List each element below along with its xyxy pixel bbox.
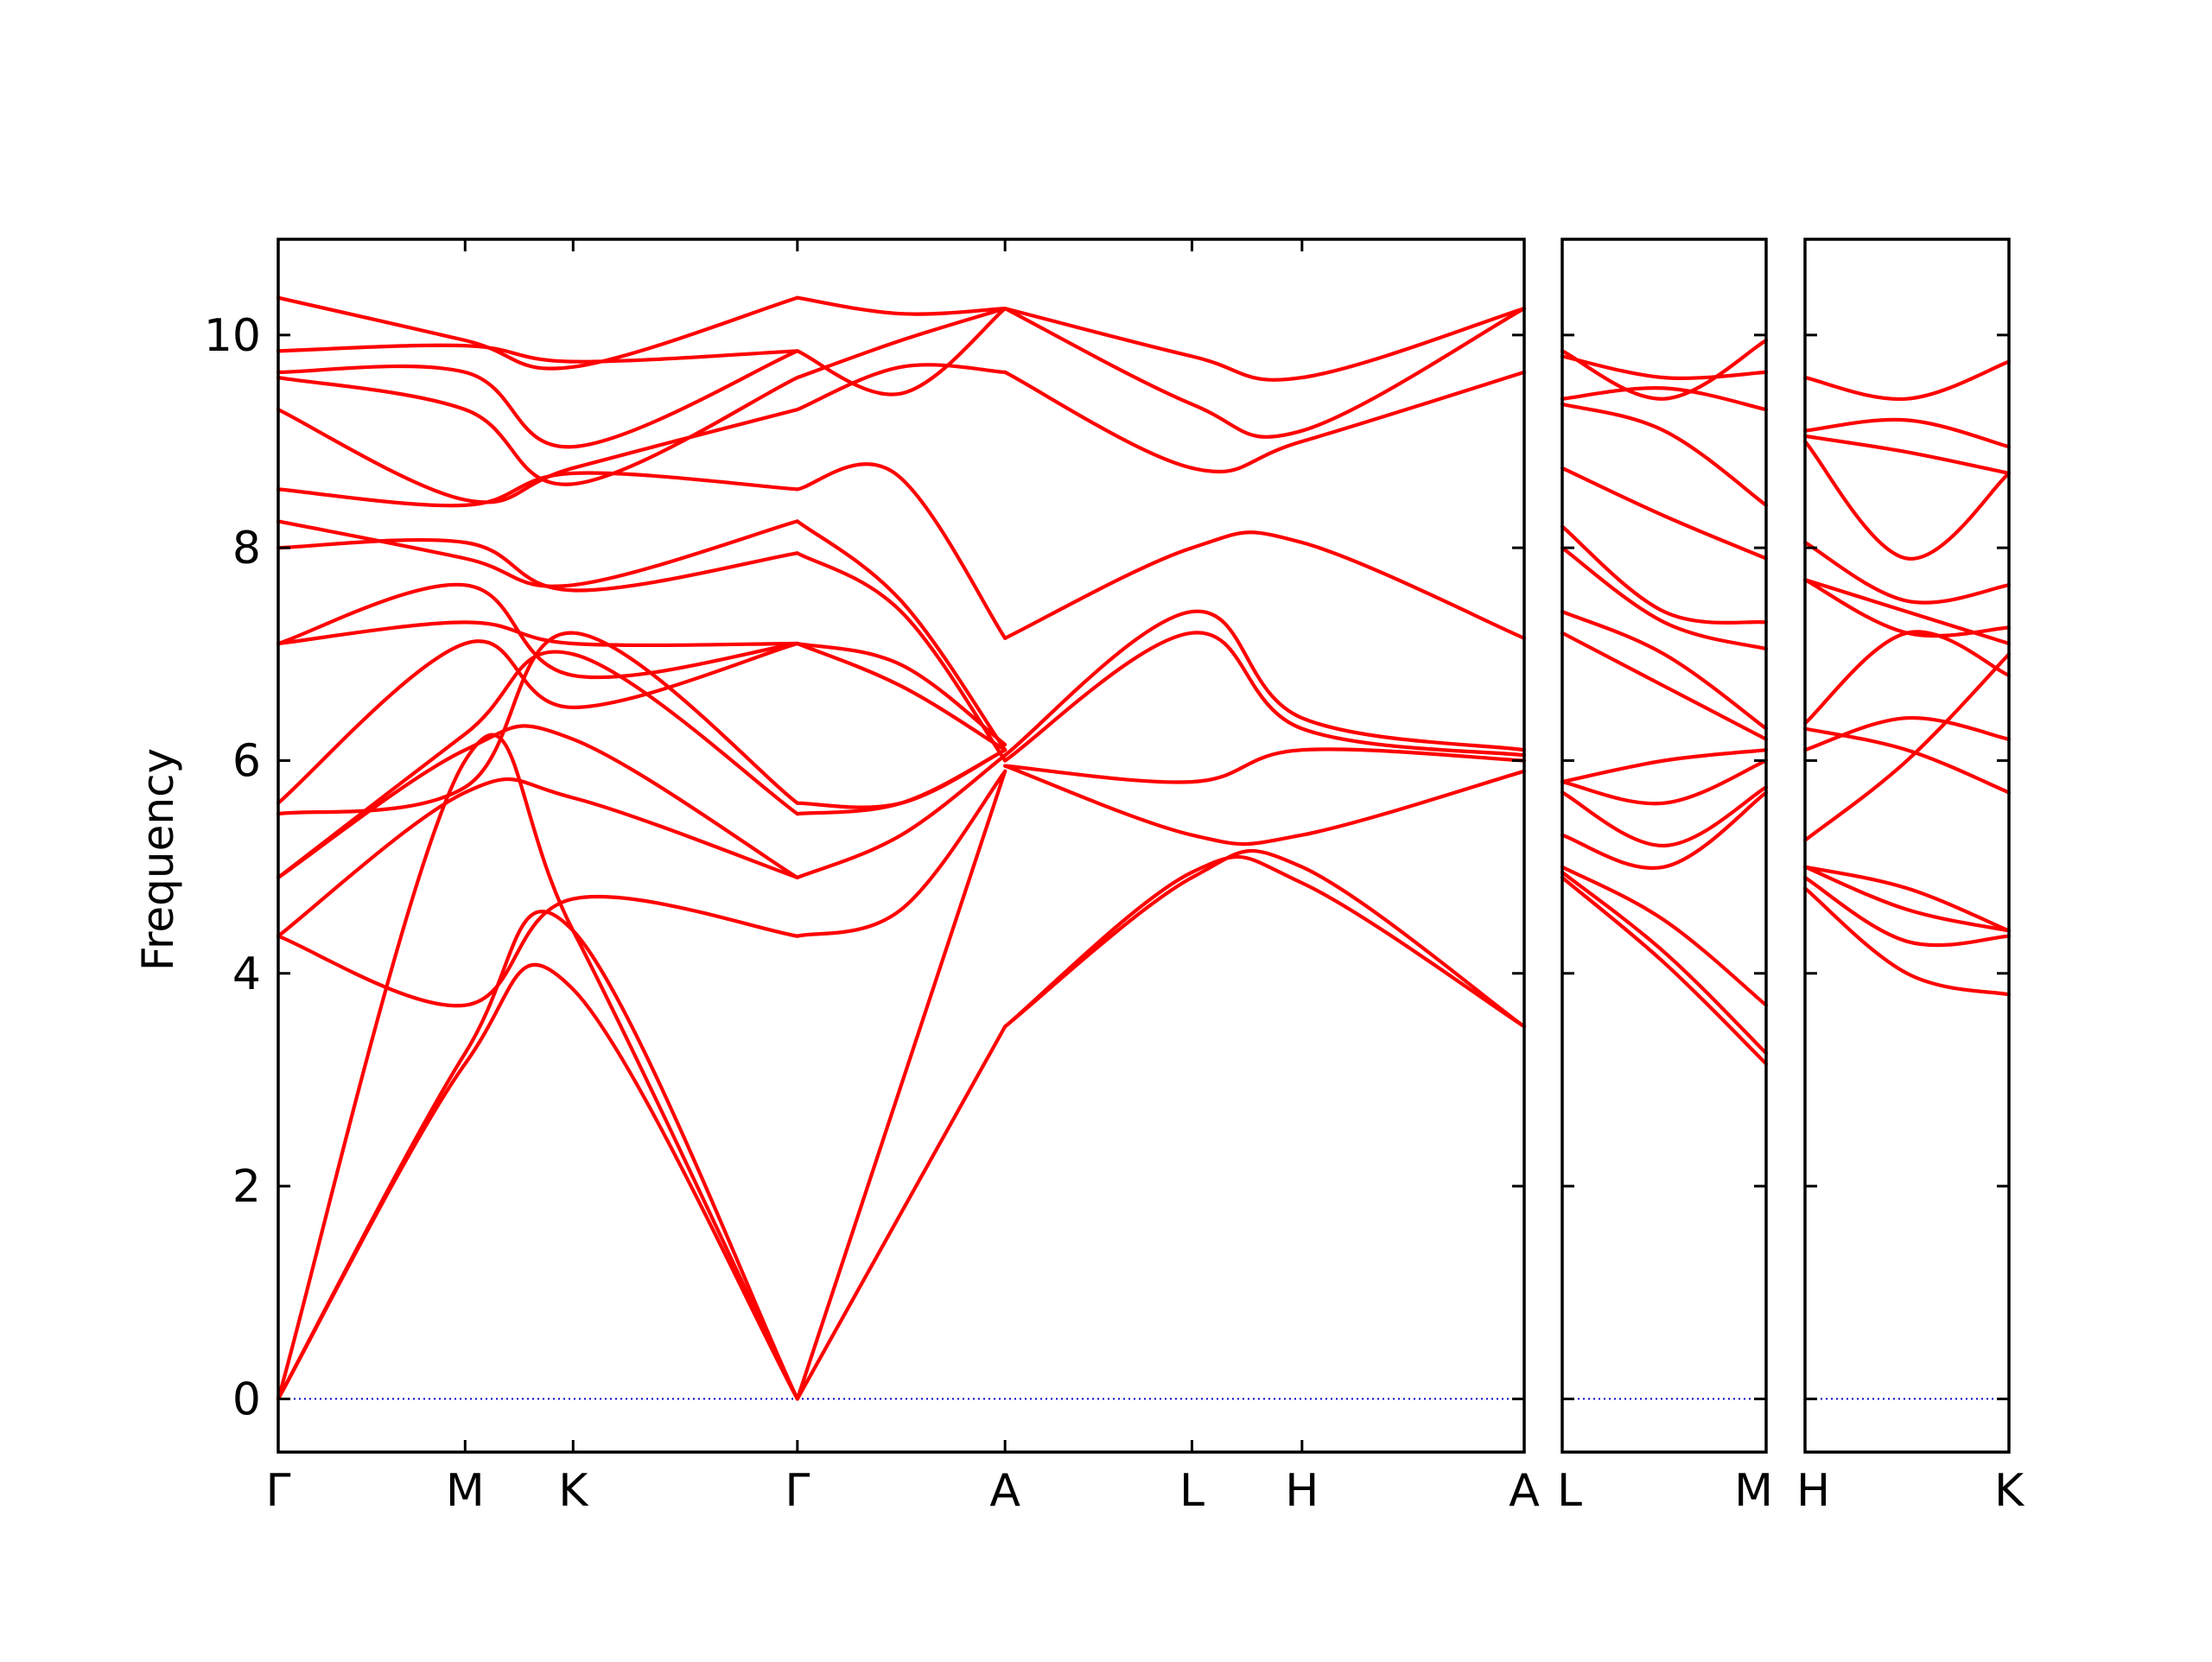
band-line	[1802, 439, 2012, 561]
band-line	[276, 471, 799, 508]
band-line	[1802, 630, 2012, 726]
band-line	[1802, 886, 2012, 997]
band-line	[276, 639, 799, 805]
band-line	[1560, 870, 1769, 1056]
band-line	[1802, 540, 2012, 605]
band-line	[1003, 530, 1527, 640]
band-line	[1003, 631, 1527, 763]
band-line	[1802, 578, 2012, 638]
band-line	[1560, 524, 1769, 625]
band-line	[276, 376, 799, 486]
band-line	[1802, 716, 2012, 752]
band-line	[795, 363, 1007, 412]
band-line	[795, 748, 1007, 809]
x-tick-label: H	[1796, 1465, 1830, 1517]
x-tick-label: L	[1179, 1465, 1205, 1517]
y-tick-label: 10	[204, 310, 261, 362]
band-line	[795, 641, 1007, 752]
band-line	[1802, 865, 2012, 933]
band-line	[1560, 466, 1769, 561]
band-line	[1560, 785, 1769, 848]
band-line	[1802, 726, 2012, 795]
x-tick-label: L	[1557, 1465, 1582, 1517]
y-tick-label: 0	[232, 1373, 261, 1425]
band-line	[276, 519, 799, 588]
bands-layer	[276, 295, 2012, 1401]
x-tick-label: Γ	[785, 1465, 810, 1517]
band-line	[1560, 758, 1769, 806]
panel-frame	[276, 238, 1526, 1454]
band-line	[1560, 354, 1769, 380]
band-line	[1560, 610, 1769, 731]
band-line	[276, 733, 799, 1401]
x-tick-label: M	[446, 1465, 485, 1517]
band-line	[795, 462, 1007, 640]
band-line	[1560, 790, 1769, 870]
band-line	[1560, 631, 1769, 741]
band-line	[1802, 434, 2012, 475]
band-line	[276, 777, 799, 938]
band-line	[1003, 609, 1527, 758]
band-line	[795, 295, 1007, 316]
band-line	[1003, 848, 1527, 1029]
band-line	[1802, 865, 2012, 933]
band-line	[276, 343, 799, 364]
band-line	[1802, 359, 2012, 402]
band-line	[1560, 402, 1769, 507]
band-line	[1003, 764, 1527, 847]
y-tick-label: 6	[232, 735, 261, 787]
band-line	[1560, 338, 1769, 401]
band-line	[1003, 854, 1527, 1029]
band-line	[795, 769, 1007, 938]
band-line	[276, 910, 799, 1401]
band-line	[276, 537, 799, 593]
band-line	[795, 1024, 1007, 1401]
panel-frame	[1560, 238, 1768, 1454]
band-line	[1802, 652, 2012, 842]
band-line	[1560, 865, 1769, 1007]
band-line	[276, 620, 799, 648]
band-line	[276, 962, 799, 1401]
band-line	[276, 894, 799, 1008]
band-line	[276, 408, 799, 504]
band-line	[795, 769, 1007, 1401]
band-line	[1560, 546, 1769, 651]
band-line	[795, 519, 1007, 752]
x-tick-label: K	[558, 1465, 589, 1517]
band-line	[276, 582, 799, 680]
band-line	[795, 551, 1007, 763]
band-line	[1802, 417, 2012, 449]
panel-frame	[1803, 238, 2011, 1454]
band-line	[1802, 875, 2012, 948]
band-line	[1003, 307, 1527, 439]
band-line	[795, 307, 1007, 396]
band-line	[1802, 578, 2012, 646]
y-tick-label: 4	[232, 948, 261, 1000]
x-tick-label: A	[989, 1465, 1020, 1517]
band-line	[1560, 748, 1769, 784]
y-tick-label: 2	[232, 1161, 261, 1213]
x-tick-label: A	[1509, 1465, 1540, 1517]
x-tick-label: Γ	[266, 1465, 291, 1517]
x-tick-label: K	[1994, 1465, 2025, 1517]
band-line	[276, 295, 799, 371]
y-tick-label: 8	[232, 523, 261, 574]
band-line	[795, 307, 1007, 380]
frames-layer	[276, 238, 2011, 1454]
y-axis-label: Frequency	[133, 748, 183, 971]
band-line	[1003, 747, 1527, 784]
band-line	[1003, 307, 1527, 382]
x-tick-label: H	[1285, 1465, 1319, 1517]
band-line	[1560, 386, 1769, 412]
band-line	[795, 753, 1007, 879]
band-line	[276, 349, 799, 449]
band-line	[1003, 370, 1527, 474]
x-tick-label: M	[1734, 1465, 1773, 1517]
band-line	[1560, 875, 1769, 1066]
band-line	[276, 724, 799, 879]
